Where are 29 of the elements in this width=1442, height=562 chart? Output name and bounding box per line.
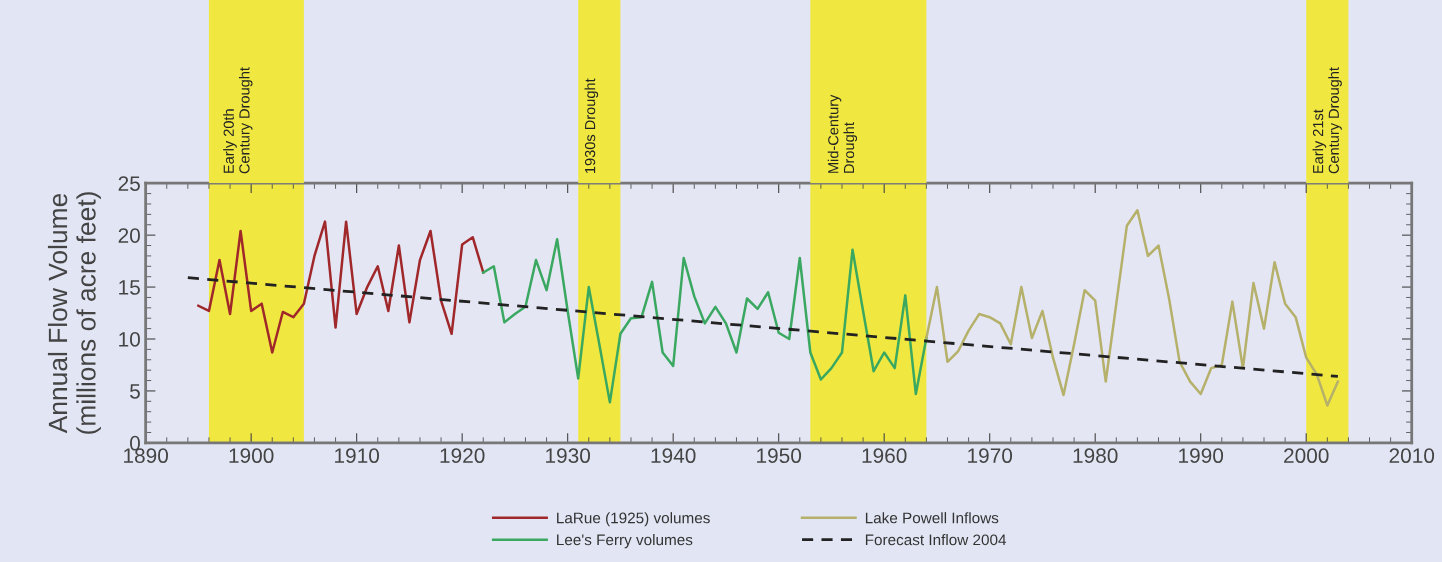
band-label: 1930s Drought	[584, 78, 599, 173]
x-tick-label: 1950	[757, 448, 802, 464]
x-tick-label: 1960	[862, 448, 907, 464]
band-label: Early 21st Century Drought	[1312, 67, 1342, 174]
x-tick-label: 1980	[1073, 448, 1118, 464]
legend-label: Lake Powell Inflows	[865, 512, 999, 524]
y-tick-label: 5	[130, 384, 140, 399]
band-label: Early 20th Century Drought	[223, 67, 253, 174]
x-tick-label: 2010	[1389, 448, 1435, 464]
x-tick-label: 1930	[546, 448, 591, 464]
line-series	[925, 208, 1340, 407]
y-tick-label: 15	[119, 280, 140, 295]
x-tick-label: 1940	[651, 448, 696, 464]
band-label: Mid-Century Drought	[827, 94, 858, 173]
legend-label: LaRue (1925) volumes	[557, 512, 710, 527]
x-tick-label: 1970	[968, 448, 1013, 464]
line-series	[482, 238, 928, 404]
x-tick-label: 1910	[335, 448, 380, 464]
y-tick-label: 25	[118, 176, 140, 191]
legend-label: Lee's Ferry volumes	[557, 534, 693, 549]
y-axis-title: Annual Flow Volume (millions of acre feet)	[47, 192, 101, 434]
x-tick-label: 1920	[440, 448, 485, 464]
x-tick-label: 1900	[229, 448, 274, 464]
x-tick-label: 2000	[1284, 448, 1329, 464]
legend-label: Forecast Inflow 2004	[865, 534, 1007, 546]
y-tick-label: 20	[118, 228, 140, 243]
line-series	[197, 220, 485, 354]
y-tick-label: 10	[119, 332, 140, 347]
x-tick-label: 1990	[1179, 448, 1224, 464]
